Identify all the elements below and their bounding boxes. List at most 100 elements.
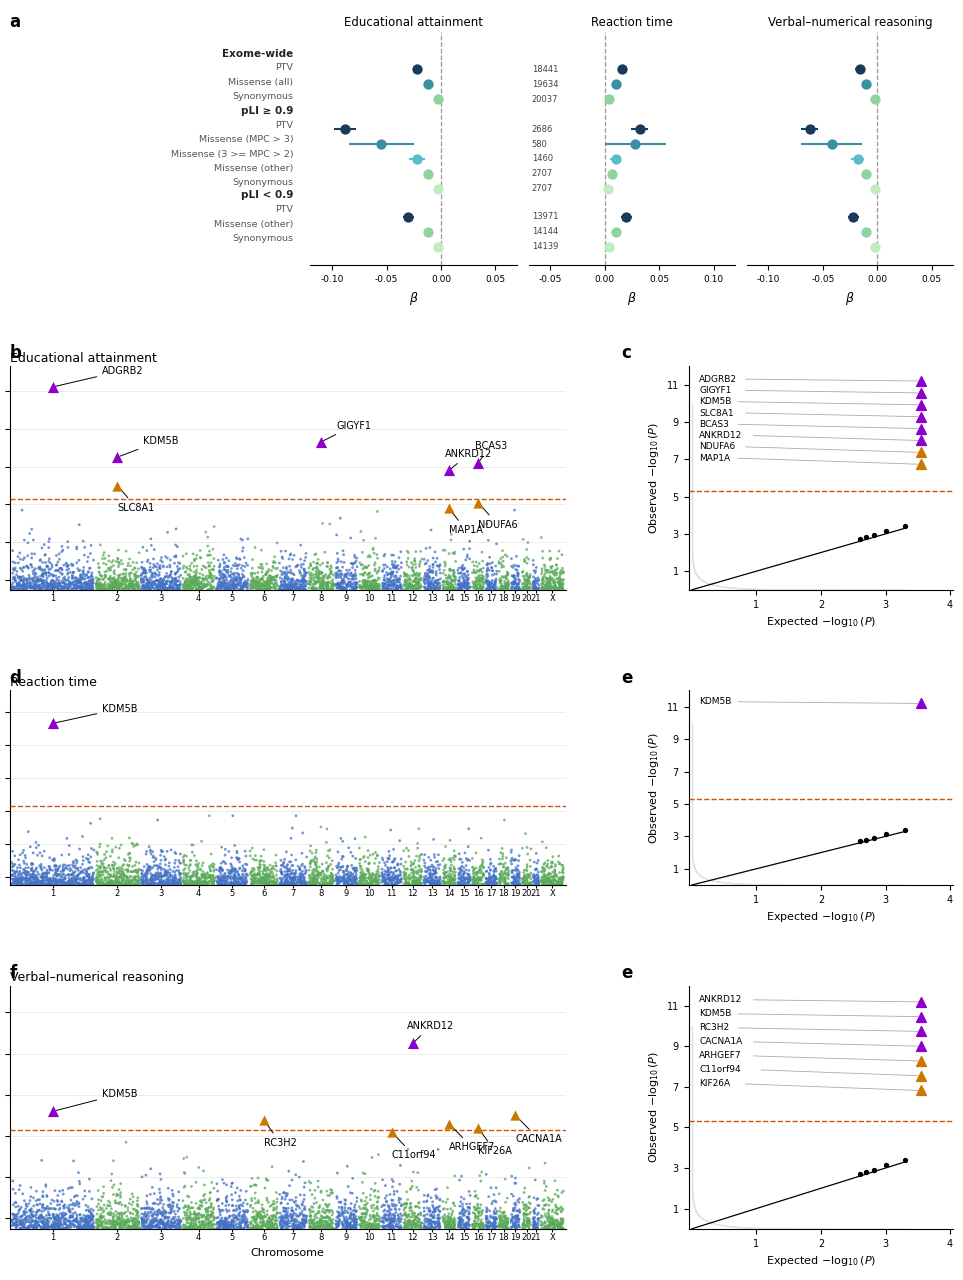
Point: [61, 1179, 76, 1199]
Point: [213, 575, 228, 595]
Point: [192, 874, 207, 895]
Point: [283, 576, 299, 596]
Point: [109, 864, 124, 884]
Point: [212, 1202, 227, 1222]
Point: [276, 576, 292, 596]
Point: [59, 577, 74, 598]
Point: [452, 865, 467, 886]
Point: [318, 1216, 333, 1236]
Point: [548, 1213, 563, 1234]
Point: [298, 580, 313, 600]
Point: [554, 1210, 569, 1230]
Point: [462, 867, 478, 887]
Point: [304, 1197, 320, 1217]
Point: [130, 870, 145, 891]
Point: [165, 1208, 180, 1229]
Point: [163, 865, 178, 886]
Point: [328, 1219, 344, 1239]
Point: [266, 567, 281, 588]
Point: [65, 566, 80, 586]
Point: [147, 869, 163, 890]
Point: [341, 872, 356, 892]
Point: [57, 1219, 72, 1239]
Point: [468, 571, 483, 591]
Point: [283, 873, 299, 893]
Point: [452, 573, 467, 594]
Point: [319, 577, 334, 598]
Point: [391, 577, 406, 598]
Point: [61, 567, 76, 588]
Point: [205, 539, 221, 559]
Point: [518, 1215, 534, 1235]
Point: [364, 865, 379, 886]
Point: [199, 863, 215, 883]
Point: [538, 1176, 554, 1197]
Point: [386, 874, 402, 895]
Point: [139, 576, 154, 596]
Point: [471, 873, 486, 893]
Point: [229, 842, 245, 863]
Point: [227, 861, 243, 882]
Point: [380, 1215, 396, 1235]
Point: [294, 872, 309, 892]
Point: [469, 1206, 484, 1226]
Point: [467, 562, 482, 582]
Point: [424, 571, 439, 591]
Point: [453, 1217, 468, 1238]
Point: [81, 547, 96, 567]
Point: [138, 1219, 153, 1239]
Point: [195, 872, 210, 892]
Point: [353, 1208, 369, 1229]
Point: [143, 1158, 159, 1179]
Point: [62, 836, 77, 856]
Point: [305, 577, 321, 598]
Point: [106, 1208, 121, 1229]
Point: [284, 872, 299, 892]
Point: [345, 1169, 360, 1189]
Point: [72, 577, 88, 598]
Point: [49, 1206, 65, 1226]
Point: [202, 872, 218, 892]
Point: [158, 861, 173, 882]
Point: [239, 872, 254, 892]
Point: [6, 870, 21, 891]
Point: [120, 556, 136, 576]
Point: [169, 1216, 184, 1236]
Point: [508, 860, 524, 881]
Point: [111, 863, 126, 883]
Point: [427, 1199, 442, 1220]
Point: [256, 864, 272, 884]
Point: [150, 1206, 166, 1226]
Point: [179, 579, 195, 599]
Point: [403, 1193, 418, 1213]
Point: [303, 572, 319, 593]
Point: [542, 873, 558, 893]
Point: [311, 571, 326, 591]
Point: [498, 573, 513, 594]
Point: [73, 577, 89, 598]
Point: [462, 1198, 478, 1219]
Point: [447, 544, 462, 564]
Point: [93, 579, 109, 599]
Point: [155, 575, 170, 595]
Point: [34, 1201, 49, 1221]
Point: [163, 863, 178, 883]
Point: [408, 1216, 424, 1236]
Point: [31, 1211, 46, 1231]
Point: [499, 566, 514, 586]
Point: [221, 566, 237, 586]
Point: [356, 530, 372, 550]
Point: [314, 562, 329, 582]
Point: [95, 856, 111, 877]
Point: [471, 579, 486, 599]
Point: [280, 1216, 296, 1236]
Point: [530, 1217, 545, 1238]
Point: [342, 559, 357, 580]
Point: [12, 873, 27, 893]
Point: [204, 1204, 220, 1225]
Point: [407, 858, 423, 878]
Point: [281, 577, 297, 598]
Point: [117, 559, 132, 580]
Point: [487, 571, 503, 591]
Point: [301, 874, 317, 895]
